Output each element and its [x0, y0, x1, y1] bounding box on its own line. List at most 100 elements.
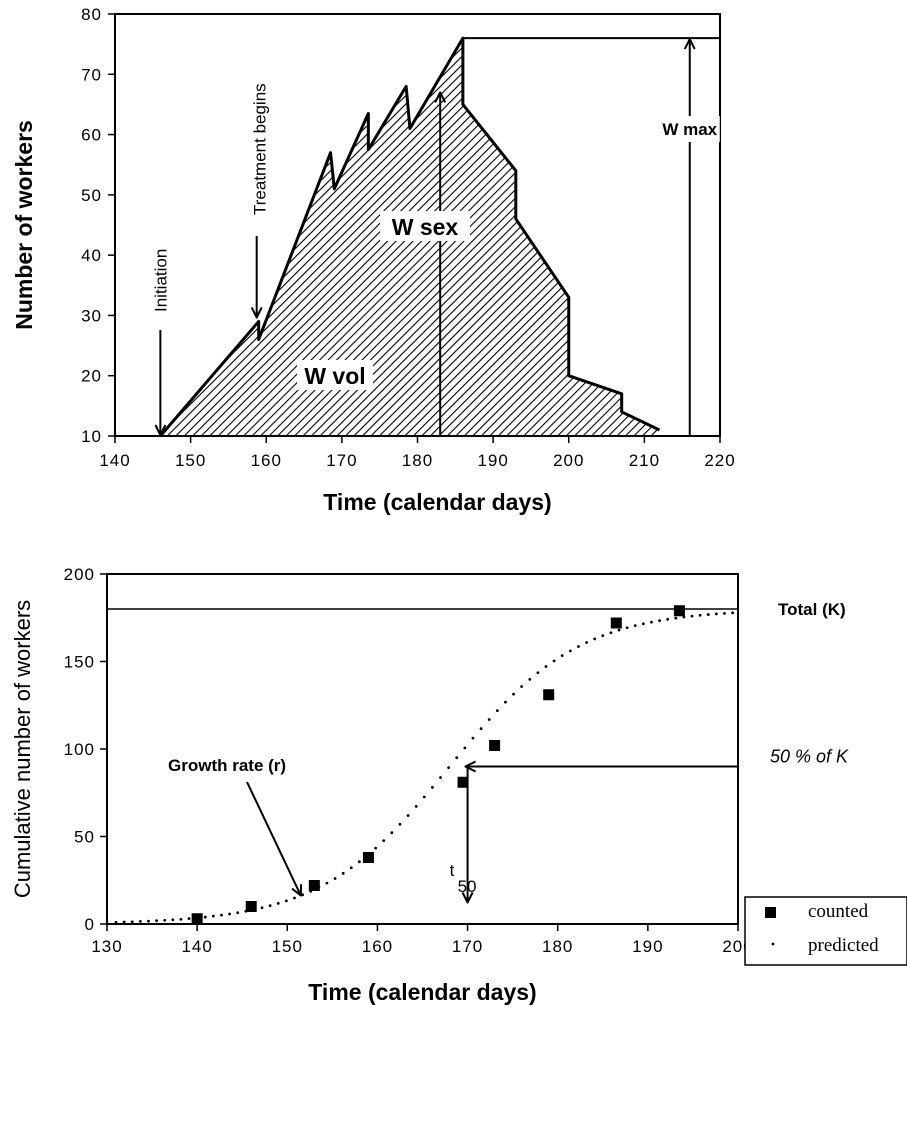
predicted-point — [228, 912, 231, 916]
top-chart: 140 150 160 170 180 190 200 210 220 10 20 30 40 50 60 7… — [11, 5, 735, 515]
counted-point — [362, 852, 374, 863]
bottom-x-tick-label: 160 — [362, 937, 393, 956]
counted-point — [191, 913, 203, 925]
predicted-point — [422, 795, 426, 799]
predicted-point — [236, 911, 240, 915]
predicted-point — [447, 766, 451, 770]
predicted-point — [147, 919, 150, 923]
predicted-point — [382, 839, 386, 843]
counted-point — [673, 605, 685, 617]
w-max-label: W max — [662, 120, 717, 139]
predicted-point — [390, 831, 394, 835]
predicted-point — [593, 637, 597, 641]
predicted-point — [130, 920, 134, 924]
counted-point — [308, 880, 320, 891]
predicted-point — [495, 709, 499, 713]
bottom-x-tick-label: 150 — [272, 937, 303, 956]
legend-predicted-marker — [771, 942, 775, 946]
predicted-point — [479, 727, 483, 731]
predicted-point — [455, 756, 459, 760]
bottom-plot-frame — [106, 573, 739, 925]
top-y-tick-label: 10 — [81, 427, 102, 446]
w-sex-label-bg — [380, 211, 470, 241]
predicted-point — [633, 624, 637, 628]
predicted-point — [284, 899, 288, 903]
legend-predicted-label: predicted — [808, 935, 879, 956]
bottom-x-axis-label: Time (calendar days) — [308, 979, 536, 1005]
predicted-point — [512, 692, 515, 696]
predicted-point — [187, 917, 191, 920]
predicted-point — [666, 617, 670, 621]
top-y-tick-label: 40 — [81, 246, 102, 265]
growth-rate-arrow — [246, 781, 301, 896]
predicted-series — [114, 611, 734, 924]
top-y-tick-label: 50 — [81, 186, 102, 205]
predicted-point — [301, 893, 305, 897]
predicted-point — [463, 746, 467, 750]
bottom-y-tick-label: 50 — [74, 828, 95, 847]
counted-point — [610, 617, 622, 629]
predicted-point — [585, 641, 588, 644]
predicted-point — [358, 860, 361, 864]
bottom-annotations: Total (K) 50 % of K t 50 Growth rate (r) — [107, 600, 849, 903]
predicted-point — [163, 918, 167, 922]
predicted-point — [439, 776, 442, 779]
predicted-point — [544, 665, 548, 668]
predicted-point — [431, 785, 434, 789]
predicted-point — [706, 613, 710, 616]
predicted-point — [698, 613, 702, 617]
predicted-point — [374, 846, 378, 850]
predicted-point — [650, 620, 653, 624]
workers-area-outline — [159, 36, 661, 437]
predicted-point — [641, 622, 645, 626]
top-y-tick-label: 30 — [81, 306, 102, 325]
predicted-point — [552, 659, 556, 663]
predicted-point — [349, 866, 353, 870]
predicted-point — [203, 915, 207, 919]
predicted-point — [528, 677, 532, 681]
predicted-point — [114, 920, 118, 924]
bottom-x-tick-label: 170 — [452, 937, 483, 956]
predicted-point — [293, 896, 296, 900]
w-max-label-bg — [655, 116, 720, 142]
predicted-point — [341, 871, 345, 875]
w-vol-label: W vol — [304, 363, 365, 389]
bottom-y-axis-label: Cumulative number of workers — [10, 600, 35, 898]
predicted-point — [682, 615, 686, 619]
counted-point — [543, 689, 555, 701]
bottom-x-tick-label: 130 — [91, 937, 122, 956]
predicted-point — [155, 919, 158, 923]
top-x-axis-label: Time (calendar days) — [323, 489, 551, 515]
w-sex-label: W sex — [392, 214, 459, 240]
predicted-point — [333, 877, 337, 880]
top-x-tick-label: 170 — [326, 451, 357, 470]
top-x-tick-label: 220 — [704, 451, 735, 470]
total-k-label: Total (K) — [778, 600, 846, 619]
top-x-tick-label: 180 — [402, 451, 433, 470]
predicted-point — [625, 626, 629, 630]
predicted-point — [601, 634, 605, 638]
bottom-y-tick-label: 100 — [64, 740, 95, 759]
w-vol-label-bg — [297, 360, 373, 390]
predicted-point — [406, 814, 410, 817]
predicted-point — [268, 904, 272, 908]
predicted-point — [568, 649, 572, 653]
top-x-tick-label: 160 — [251, 451, 282, 470]
predicted-point — [471, 736, 475, 740]
predicted-point — [260, 906, 264, 910]
bottom-y-tick-label: 200 — [64, 565, 95, 584]
top-annotations: Initiation Treatment begins W vol W sex … — [151, 37, 720, 436]
top-y-tick-label: 70 — [81, 65, 102, 84]
top-y-tick-label: 60 — [81, 126, 102, 145]
predicted-point — [520, 685, 524, 688]
top-ticks: 140 150 160 170 180 190 200 210 220 10 20 30 40 50 60 7… — [81, 5, 735, 470]
bottom-x-tick-label: 140 — [181, 937, 212, 956]
predicted-point — [179, 917, 183, 921]
predicted-point — [414, 805, 418, 808]
legend: counted predicted — [744, 896, 907, 966]
predicted-point — [723, 611, 726, 615]
legend-counted-marker — [765, 907, 776, 918]
initiation-label: Initiation — [151, 249, 170, 312]
